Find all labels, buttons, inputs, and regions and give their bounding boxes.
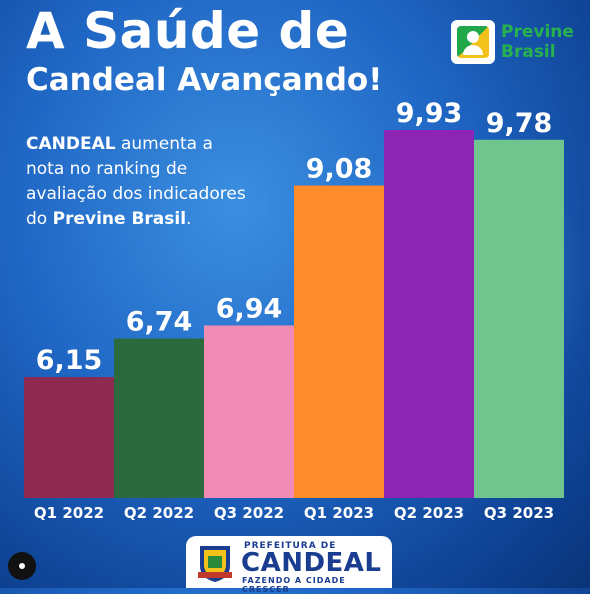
x-tick-label: Q3 2023 — [484, 504, 554, 522]
x-tick-label: Q3 2022 — [214, 504, 284, 522]
bar-value-label: 6,94 — [216, 293, 283, 324]
footer-line1: PREFEITURA DE — [244, 541, 337, 551]
bar-value-label: 9,93 — [396, 98, 463, 129]
page-title-line2: Candeal Avançando! — [26, 62, 383, 98]
bar-value-label: 9,08 — [306, 154, 373, 185]
x-tick-label: Q1 2022 — [34, 504, 104, 522]
x-tick-label: Q1 2023 — [304, 504, 374, 522]
bar-q1-2022 — [24, 377, 114, 498]
x-tick-label: Q2 2023 — [394, 504, 464, 522]
instagram-avatar-icon[interactable] — [8, 552, 36, 580]
logo-text-line1: Previne — [501, 22, 574, 42]
prefeitura-candeal-logo: PREFEITURA DE CANDEAL FAZENDO A CIDADE C… — [186, 536, 392, 594]
bar-value-label: 9,78 — [486, 108, 553, 139]
bar-value-label: 6,15 — [36, 345, 103, 376]
description-strong-previne: Previne Brasil — [52, 209, 187, 229]
footer-line2: CANDEAL — [241, 548, 382, 578]
previne-brasil-logo: Previne Brasil — [451, 20, 581, 70]
page-title-line1: A Saúde de — [26, 2, 350, 60]
bar-q1-2023 — [294, 185, 384, 498]
logo-text-line2: Brasil — [501, 42, 556, 62]
x-tick-label: Q2 2022 — [124, 504, 194, 522]
description-text: aumenta a nota no ranking de avaliação d… — [26, 134, 246, 229]
description: CANDEAL aumenta a nota no ranking de ava… — [26, 132, 256, 232]
footer-line3: FAZENDO A CIDADE CRESCER — [242, 576, 346, 594]
bar-q3-2023 — [474, 139, 564, 498]
previne-logo-icon — [451, 20, 495, 64]
description-strong-candeal: CANDEAL — [26, 134, 116, 154]
bar-q2-2023 — [384, 130, 474, 498]
crest-icon — [198, 546, 232, 582]
bar-q2-2022 — [114, 338, 204, 498]
bar-value-label: 6,74 — [126, 307, 193, 338]
description-end: . — [186, 209, 192, 229]
bar-q3-2022 — [204, 325, 294, 498]
